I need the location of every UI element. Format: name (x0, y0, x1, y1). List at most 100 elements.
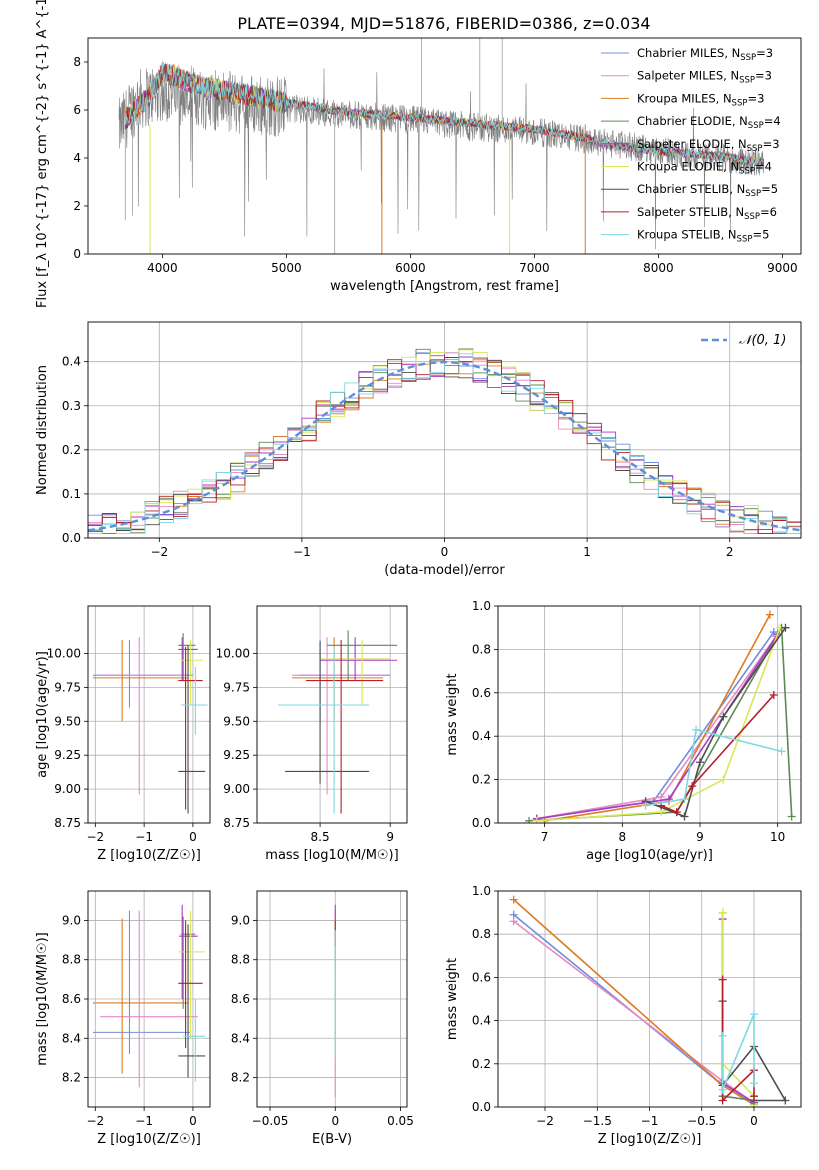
y-axis-label: mass weight (445, 673, 460, 755)
x-axis-label: wavelength [Angstrom, rest frame] (330, 279, 559, 294)
x-tick-label: 8000 (643, 261, 674, 275)
y-tick-label: 9.75 (54, 680, 81, 694)
marker-kroupa-elodie (719, 775, 728, 784)
legend-name: Kroupa MILES, N (637, 91, 732, 105)
y-tick-label: 9.75 (223, 680, 250, 694)
line-kroupa-miles (544, 614, 771, 822)
marker-kroupa-elodie (532, 816, 541, 823)
y-tick-label: 8.6 (62, 992, 81, 1006)
marker-chabrier-stelib (781, 1096, 790, 1105)
legend-name: Chabrier ELODIE, N (637, 114, 748, 128)
line-kroupa-elodie (536, 627, 781, 822)
marker-salpeter-stelib (688, 782, 697, 791)
axes-frame (87, 605, 211, 824)
y-tick-label: 0.4 (472, 729, 491, 743)
y-tick-label: 0.0 (472, 816, 491, 830)
y-tick-label: 9.25 (223, 748, 250, 762)
y-tick-label: 6 (73, 103, 81, 117)
x-tick-label: −1 (641, 1114, 659, 1128)
plot-area (88, 348, 801, 535)
y-tick-label: 0 (73, 247, 81, 261)
y-tick-label: 8.2 (231, 1071, 250, 1085)
panel-mass-vs-EBV: −0.05 0 0.05 8.2 8.4 8.6 8.8 9.0 E(B-V) (231, 890, 414, 1147)
x-tick-label: −0.5 (687, 1114, 716, 1128)
panel-age-vs-mass: 8.5 9 8.75 9.00 9.25 9.50 9.75 10.00 mass [log10… (216, 605, 408, 863)
y-tick-label: 0.2 (472, 773, 491, 787)
marker-kroupa-elodie (718, 908, 727, 917)
marker-kroupa-stelib (749, 1010, 758, 1019)
axes-frame (256, 605, 408, 824)
x-tick-label: −2 (86, 1114, 104, 1128)
marker-chabrier-stelib (781, 623, 790, 632)
line-kroupa-miles (513, 899, 755, 1106)
legend-count: =5 (761, 182, 778, 196)
y-tick-label: 8.75 (54, 816, 81, 830)
x-tick-label: −2 (536, 1114, 554, 1128)
y-tick-label: 8 (73, 55, 81, 69)
x-axis-label: age [log10(age/yr)] (586, 848, 713, 863)
legend-label-kroupa-elodie: Kroupa ELODIE, NSSP=4 (637, 160, 772, 177)
x-tick-label: 1 (583, 545, 591, 559)
y-axis-label: mass [log10(M/M☉)] (35, 932, 50, 1065)
legend-name: Salpeter ELODIE, N (637, 137, 747, 151)
marker-kroupa-stelib (641, 801, 650, 810)
legend-count: =3 (747, 91, 764, 105)
marker-kroupa-miles (509, 895, 518, 904)
legend-label-kroupa-stelib: Kroupa STELIB, NSSP=5 (637, 228, 769, 245)
y-tick-label: 0.8 (472, 642, 491, 656)
y-tick-label: 2 (73, 199, 81, 213)
x-tick-label: 0 (331, 1114, 339, 1128)
marker-salpeter-stelib (718, 975, 727, 984)
y-tick-label: 8.8 (231, 953, 250, 967)
legend-name: Salpeter STELIB, N (637, 205, 744, 219)
x-tick-label: −0.05 (252, 1114, 289, 1128)
line-chabrier-elodie (721, 912, 755, 1105)
y-tick-label: 4 (73, 151, 81, 165)
marker-kroupa-stelib (680, 795, 689, 804)
marker-chabrier-elodie (525, 816, 534, 823)
y-tick-label: 8.4 (231, 1031, 250, 1045)
y-tick-label: 0.1 (62, 487, 81, 501)
x-tick-label: 10 (770, 830, 785, 844)
legend-sub: SSP (739, 76, 755, 86)
panel-residuals: −2 −1 0 1 2 0.0 0.1 0.2 0.3 0.4 (data-model)/error… (35, 321, 802, 578)
line-salpeter-miles (536, 635, 777, 820)
gridlines (498, 890, 801, 1108)
line-salpeter-elodie (536, 633, 779, 820)
y-tick-label: 10.00 (216, 646, 250, 660)
x-tick-label: 7 (541, 830, 549, 844)
marker-kroupa-stelib (777, 747, 786, 756)
line-chabrier-miles (536, 631, 775, 820)
y-tick-label: 0.6 (472, 970, 491, 984)
legend-label-salpeter-miles: Salpeter MILES, NSSP=3 (637, 69, 772, 86)
y-tick-label: 9.00 (54, 782, 81, 796)
gridlines (88, 606, 210, 824)
x-tick-label: 9000 (767, 261, 798, 275)
spectrum-model-chabrier-elodie (124, 63, 764, 167)
marker-kroupa-stelib (749, 1079, 758, 1088)
legend-count: =6 (760, 205, 777, 219)
y-tick-label: 0.4 (62, 355, 81, 369)
marker-salpeter-stelib (718, 1096, 727, 1105)
x-tick-label: −2 (150, 545, 168, 559)
marker-salpeter-miles (509, 917, 518, 926)
x-tick-label: −1.5 (583, 1114, 612, 1128)
x-tick-label: 0.05 (387, 1114, 414, 1128)
panel-mass-vs-Z: −2 −1 0 8.2 8.4 8.6 8.8 9.0 Z [log10(Z/Z☉)] mass … (35, 890, 211, 1147)
x-tick-label: 2 (726, 545, 734, 559)
legend-count: =4 (764, 114, 781, 128)
x-tick-label: 7000 (519, 261, 550, 275)
x-axis-label: E(B-V) (312, 1132, 352, 1147)
legend-name: Chabrier STELIB, N (637, 182, 745, 196)
legend-sub: SSP (737, 235, 753, 245)
marker-kroupa-miles (765, 610, 774, 619)
y-tick-label: 0.4 (472, 1014, 491, 1028)
marker-chabrier-stelib (719, 712, 728, 721)
y-tick-label: 10.00 (47, 646, 81, 660)
y-axis-label: age [log10(age/yr)] (35, 651, 50, 778)
plot-area (525, 610, 796, 823)
marker-chabrier-elodie (787, 812, 796, 821)
legend-label-chabrier-stelib: Chabrier STELIB, NSSP=5 (637, 182, 778, 199)
y-tick-label: 0.8 (472, 927, 491, 941)
y-tick-label: 0.2 (62, 443, 81, 457)
